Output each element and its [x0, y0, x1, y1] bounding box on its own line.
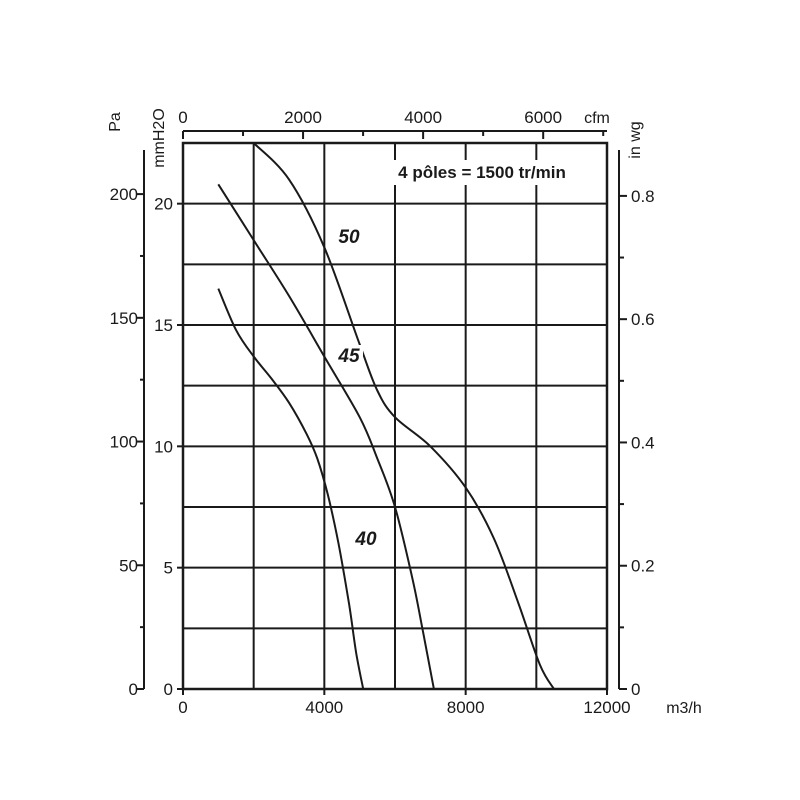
speed-annotation: 4 pôles = 1500 tr/min [398, 163, 566, 182]
curve-50 [252, 142, 555, 690]
x-tick-label: 12000 [583, 698, 630, 717]
pa-tick-label: 200 [110, 185, 138, 204]
curve-label-40: 40 [354, 529, 377, 550]
mm-tick-label: 10 [154, 437, 173, 456]
curve-40 [217, 288, 365, 690]
pa-axis-unit: Pa [107, 112, 124, 132]
mm-tick-label: 20 [154, 195, 173, 214]
curve-label-background [335, 226, 363, 249]
curve-label-background [334, 345, 363, 368]
curve-label-background [351, 528, 380, 551]
mm-tick-label: 5 [164, 559, 173, 578]
pa-tick-label: 100 [110, 433, 138, 452]
plot-frame [181, 141, 609, 691]
top-axis-unit: cfm [584, 110, 610, 127]
labels: 4 pôles = 1500 tr/min 40 45 50 [334, 160, 572, 551]
top-tick-label: 4000 [404, 108, 442, 127]
inwg-tick-label: 0.8 [631, 187, 655, 206]
pa-tick-label: 50 [119, 556, 138, 575]
top-tick-label: 2000 [284, 108, 322, 127]
inwg-tick-label: 0 [631, 680, 640, 699]
mm-axis-unit: mmH2O [151, 108, 168, 168]
mm-tick-label: 15 [154, 316, 173, 335]
x-tick-label: 4000 [305, 698, 343, 717]
top-tick-label: 0 [178, 108, 187, 127]
x-axis-unit: m3/h [666, 700, 702, 717]
pa-tick-label: 150 [110, 309, 138, 328]
curve-label-45: 45 [337, 346, 360, 367]
curves [217, 142, 555, 690]
plot-border [181, 141, 609, 691]
mm-tick-label: 0 [164, 680, 173, 699]
inwg-axis-unit: in wg [627, 121, 644, 158]
curve-45 [217, 183, 435, 690]
pa-tick-label: 0 [129, 680, 138, 699]
axes: 0 4000 8000 12000 m3/h0 2000 4000 6000 cfm051015… [107, 108, 702, 717]
x-tick-label: 0 [178, 698, 187, 717]
inwg-tick-label: 0.4 [631, 433, 655, 452]
x-tick-label: 8000 [447, 698, 485, 717]
inwg-tick-label: 0.2 [631, 557, 655, 576]
inwg-tick-label: 0.6 [631, 310, 655, 329]
grid [183, 143, 607, 689]
top-tick-label: 6000 [524, 108, 562, 127]
curve-label-50: 50 [338, 227, 360, 248]
annotation-background [392, 160, 572, 185]
